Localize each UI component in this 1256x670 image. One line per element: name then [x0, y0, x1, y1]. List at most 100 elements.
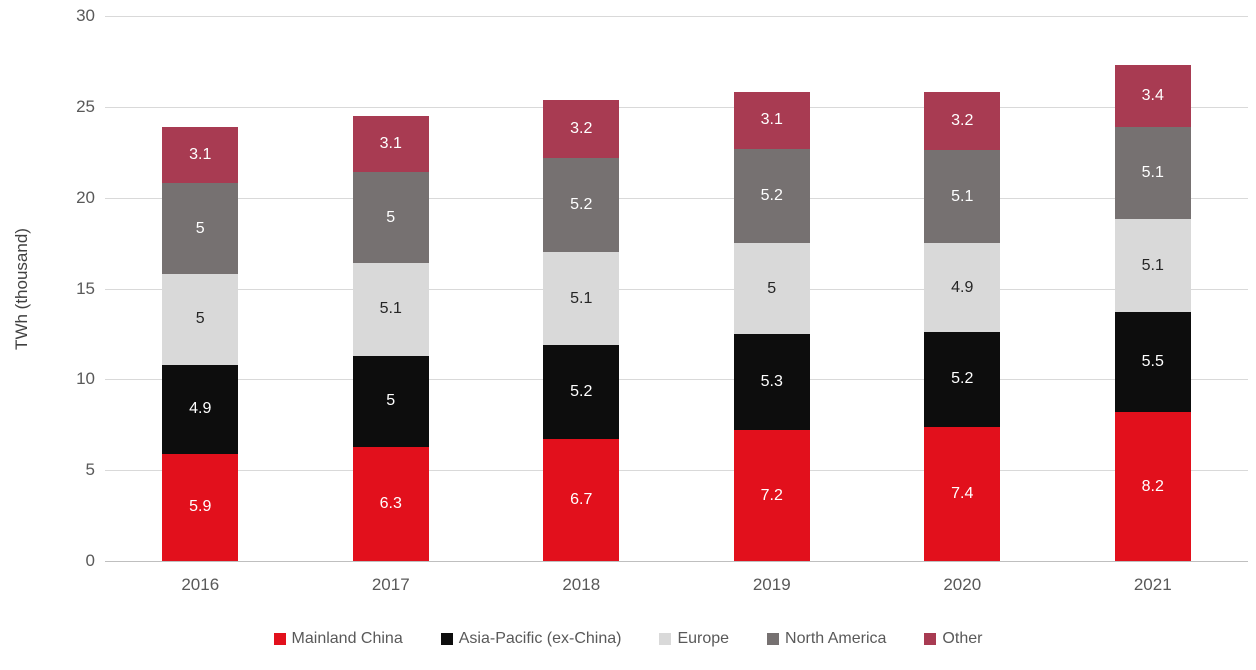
- y-tick-label: 25: [76, 96, 95, 116]
- y-gridline: [105, 197, 1248, 199]
- bar-segment-value-label: 5.1: [1141, 164, 1164, 182]
- x-tick-label: 2021: [1133, 575, 1172, 594]
- bar-column-2020: 7.4 5.2 4.9 5.1 3.2: [924, 92, 1001, 561]
- y-tick-label: 15: [76, 278, 95, 298]
- y-tick-label: 20: [76, 187, 95, 207]
- legend-item-north-america: North America: [767, 630, 886, 648]
- bar-segment-value-label: 8.2: [1141, 477, 1164, 495]
- bar-segment: 3.1: [733, 92, 810, 149]
- legend-item-europe: Europe: [659, 630, 729, 648]
- bar-segment: 5: [162, 273, 239, 365]
- legend-swatch-icon: [924, 633, 937, 645]
- y-gridline: [105, 470, 1248, 472]
- bar-column-2019: 7.2 5.3 5 5.2 3.1: [733, 92, 810, 561]
- y-gridline: [105, 379, 1248, 381]
- y-tick-label: 10: [76, 369, 95, 389]
- bar-segment: 3.1: [162, 126, 239, 184]
- bar-segment: 5: [352, 355, 429, 447]
- bar-segment: 5.1: [543, 252, 620, 345]
- legend-swatch-icon: [767, 633, 780, 645]
- bar-segment: 3.2: [924, 92, 1001, 151]
- bar-column-2021: 8.2 5.5 5.1 5.1 3.4: [1114, 65, 1191, 561]
- legend-item-asia-pacific-ex-china: Asia-Pacific (ex-China): [440, 630, 622, 648]
- bar-segment-value-label: 5.1: [951, 187, 974, 205]
- x-tick-label: 2020: [943, 575, 982, 594]
- bar-segment: 6.7: [543, 439, 620, 561]
- legend-label: Asia-Pacific (ex-China): [458, 630, 622, 647]
- bar-segment: 5.1: [924, 150, 1001, 244]
- y-tick-label: 5: [85, 460, 95, 480]
- bar-segment: 5.1: [1114, 126, 1191, 220]
- legend-swatch-icon: [440, 633, 453, 645]
- bar-segment-value-label: 6.7: [570, 491, 593, 509]
- y-tick-label: 0: [85, 551, 95, 570]
- bar-segment-value-label: 3.2: [570, 119, 593, 137]
- bar-segment: 5.5: [1114, 312, 1191, 413]
- legend-item-mainland-china: Mainland China: [273, 630, 403, 648]
- bar-segment: 5.2: [924, 332, 1001, 427]
- bar-segment: 5.1: [1114, 219, 1191, 313]
- bar-segment-value-label: 5.1: [379, 300, 402, 318]
- bar-segment: 5: [352, 172, 429, 264]
- chart-legend: Mainland China Asia-Pacific (ex-China) Eur…: [0, 630, 1256, 648]
- bar-segment: 5.2: [733, 148, 810, 244]
- bar-segment-value-label: 3.1: [379, 135, 402, 153]
- bar-segment-value-label: 5: [195, 310, 205, 328]
- bar-segment-value-label: 5: [386, 208, 396, 226]
- bar-segment-value-label: 5: [195, 219, 205, 237]
- y-gridline: [105, 106, 1248, 108]
- legend-swatch-icon: [273, 633, 286, 645]
- bar-segment-value-label: 5.2: [570, 195, 593, 213]
- bar-segment: 5.3: [733, 333, 810, 431]
- bar-segment: 5.2: [543, 344, 620, 440]
- bar-segment: 5.9: [162, 453, 239, 561]
- x-tick-label: 2018: [562, 575, 601, 594]
- bar-segment: 3.4: [1114, 65, 1191, 127]
- bar-segment-value-label: 7.4: [951, 484, 974, 502]
- bar-segment-value-label: 5.1: [1141, 256, 1164, 274]
- bar-segment: 7.2: [733, 430, 810, 561]
- bar-segment: 8.2: [1114, 412, 1191, 561]
- legend-label: North America: [785, 630, 887, 647]
- bar-segment-value-label: 3.1: [760, 111, 783, 129]
- bar-segment: 4.9: [924, 243, 1001, 333]
- bar-segment-value-label: 5.1: [570, 289, 593, 307]
- legend-label: Europe: [677, 630, 730, 647]
- bar-segment: 5.1: [352, 263, 429, 356]
- legend-label: Other: [942, 630, 983, 647]
- y-tick-label: 30: [76, 6, 95, 25]
- bar-segment-value-label: 5.2: [570, 383, 593, 401]
- bar-segment-value-label: 3.2: [951, 112, 974, 130]
- bar-segment: 3.2: [543, 99, 620, 158]
- bar-segment: 5.2: [543, 157, 620, 253]
- x-tick-label: 2017: [371, 575, 410, 594]
- y-gridline: [105, 288, 1248, 290]
- bar-segment-value-label: 4.9: [189, 400, 212, 418]
- bar-segment-value-label: 6.3: [379, 494, 402, 512]
- bar-segment-value-label: 5: [386, 392, 396, 410]
- bar-segment: 5: [162, 183, 239, 274]
- y-gridline: [105, 16, 1248, 17]
- x-tick-label: 2019: [752, 575, 791, 594]
- bar-column-2018: 6.7 5.2 5.1 5.2 3.2: [543, 99, 620, 561]
- bar-column-2016: 5.9 4.9 5 5 3.1: [162, 126, 239, 561]
- bar-segment: 6.3: [352, 446, 429, 561]
- bar-segment: 5: [733, 243, 810, 334]
- bar-segment-value-label: 3.1: [189, 145, 212, 163]
- bar-segment: 4.9: [162, 364, 239, 454]
- legend-item-other: Other: [924, 630, 982, 648]
- x-tick-label: 2016: [181, 575, 220, 594]
- y-axis-title: TWh (thousand): [12, 228, 31, 350]
- bar-column-2017: 6.3 5 5.1 5 3.1: [352, 115, 429, 561]
- bar-segment-value-label: 3.4: [1141, 86, 1164, 104]
- legend-swatch-icon: [659, 633, 672, 645]
- bar-segment: 7.4: [924, 426, 1001, 561]
- bar-segment-value-label: 5.5: [1141, 353, 1164, 371]
- bar-segment-value-label: 7.2: [760, 486, 783, 504]
- bar-segment-value-label: 5: [767, 279, 777, 297]
- bar-segment-value-label: 5.2: [951, 370, 974, 388]
- x-axis-baseline: [105, 561, 1248, 562]
- legend-label: Mainland China: [291, 630, 403, 647]
- bar-segment-value-label: 5.9: [189, 498, 212, 516]
